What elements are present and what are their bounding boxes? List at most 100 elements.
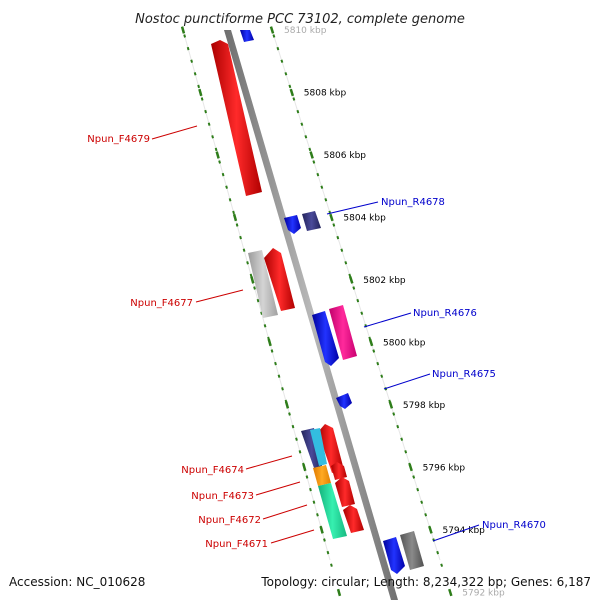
gene-multicolor-block — [301, 428, 322, 468]
minor-tick — [249, 273, 253, 278]
minor-tick — [412, 475, 416, 479]
minor-tick — [420, 500, 424, 504]
minor-tick — [277, 374, 281, 378]
minor-tick — [218, 160, 221, 164]
minor-tick — [336, 235, 340, 240]
minor-tick — [246, 261, 249, 265]
genome-summary-text: Topology: circular; Length: 8,234,322 bp… — [260, 575, 591, 589]
minor-tick — [211, 135, 214, 139]
major-tick — [428, 526, 433, 534]
gene-npun-f4672 — [335, 477, 355, 507]
minor-tick — [225, 185, 228, 189]
minor-tick — [308, 147, 312, 152]
accession-text: Accession: NC_010628 — [9, 575, 145, 589]
minor-tick — [330, 563, 333, 567]
gene-npun-r4678 — [284, 215, 301, 234]
minor-tick — [316, 172, 320, 177]
major-tick — [309, 151, 314, 159]
label-npun-f4679: Npun_F4679 — [87, 134, 150, 145]
tick-label: 5796 kbp — [423, 464, 466, 474]
major-tick — [368, 338, 374, 347]
minor-tick — [396, 424, 400, 429]
major-tick — [388, 401, 394, 409]
minor-tick — [440, 563, 444, 567]
minor-tick — [276, 46, 280, 51]
minor-tick — [207, 122, 211, 126]
major-tick — [198, 88, 203, 97]
tick-label: 5798 kbp — [403, 401, 446, 411]
tick-label: 5808 kbp — [304, 89, 347, 99]
minor-tick — [193, 72, 197, 76]
minor-tick — [280, 59, 284, 63]
tick-label: 5810 kbp — [284, 26, 327, 36]
minor-tick — [305, 475, 309, 479]
label-npun-f4672: Npun_F4672 — [198, 515, 261, 526]
gene-npun-f4671 — [343, 505, 364, 533]
label-npun-r4675: Npun_R4675 — [432, 369, 496, 380]
minor-tick — [281, 387, 284, 391]
leader-npun-f4672 — [262, 504, 308, 520]
minor-tick — [200, 97, 204, 101]
minor-tick — [312, 500, 316, 504]
minor-tick — [372, 349, 376, 353]
minor-tick — [298, 450, 302, 454]
major-tick — [267, 338, 272, 347]
tick-label: 5806 kbp — [324, 151, 367, 161]
inner-ring-line — [182, 29, 331, 561]
minor-tick — [309, 487, 312, 492]
leader-npun-f4674 — [245, 455, 293, 470]
map-title: Nostoc punctiforme PCC 73102, complete g… — [135, 12, 465, 27]
minor-tick — [348, 273, 352, 278]
gene-npun-f4679 — [211, 40, 262, 196]
leader-npun-r4678 — [326, 201, 379, 215]
tick-label: 5802 kbp — [363, 276, 406, 286]
tick-label: 5794 kbp — [442, 526, 485, 536]
major-tick — [232, 213, 238, 222]
minor-tick — [228, 198, 232, 202]
minor-tick — [332, 223, 336, 227]
minor-tick — [242, 248, 246, 252]
gene-darkgrey-block — [400, 531, 424, 570]
label-npun-r4678: Npun_R4678 — [381, 197, 445, 208]
minor-tick — [256, 298, 260, 303]
leader-npun-r4675 — [383, 373, 431, 390]
minor-tick — [260, 311, 263, 315]
major-tick — [448, 588, 453, 597]
minor-tick — [232, 210, 235, 215]
minor-tick — [326, 550, 330, 555]
major-ticks — [180, 26, 453, 597]
gene-navy-block — [302, 211, 321, 231]
minor-tick — [214, 147, 218, 152]
major-tick — [284, 401, 290, 409]
major-tick — [302, 463, 307, 472]
tick-label: 5800 kbp — [383, 339, 426, 349]
minor-tick — [360, 311, 364, 315]
minor-tick — [324, 198, 328, 202]
minor-tick — [356, 298, 360, 303]
major-tick — [319, 526, 324, 534]
tick-label: 5792 kbp — [462, 589, 505, 599]
minor-tick — [352, 286, 356, 290]
minor-tick — [323, 538, 326, 542]
major-tick — [336, 588, 342, 597]
leader-npun-r4670 — [432, 524, 480, 542]
minor-tick — [316, 513, 319, 517]
label-npun-f4677: Npun_F4677 — [130, 298, 193, 309]
label-npun-f4671: Npun_F4671 — [205, 539, 268, 550]
gene-teal-block — [318, 483, 347, 539]
gene-npun-r4670 — [383, 537, 405, 574]
minor-tick — [221, 172, 225, 177]
minor-tick — [380, 374, 384, 378]
leader-npun-r4676 — [363, 312, 412, 328]
minor-tick — [284, 72, 288, 76]
minor-tick — [340, 248, 344, 252]
minor-tick — [392, 412, 396, 416]
minor-tick — [190, 59, 194, 63]
minor-tick — [312, 160, 316, 164]
major-tick — [329, 213, 334, 222]
minor-tick — [288, 84, 292, 89]
leader-npun-f4673 — [255, 481, 301, 496]
minor-tick — [424, 513, 428, 517]
gene-npun-r4675 — [336, 393, 352, 409]
